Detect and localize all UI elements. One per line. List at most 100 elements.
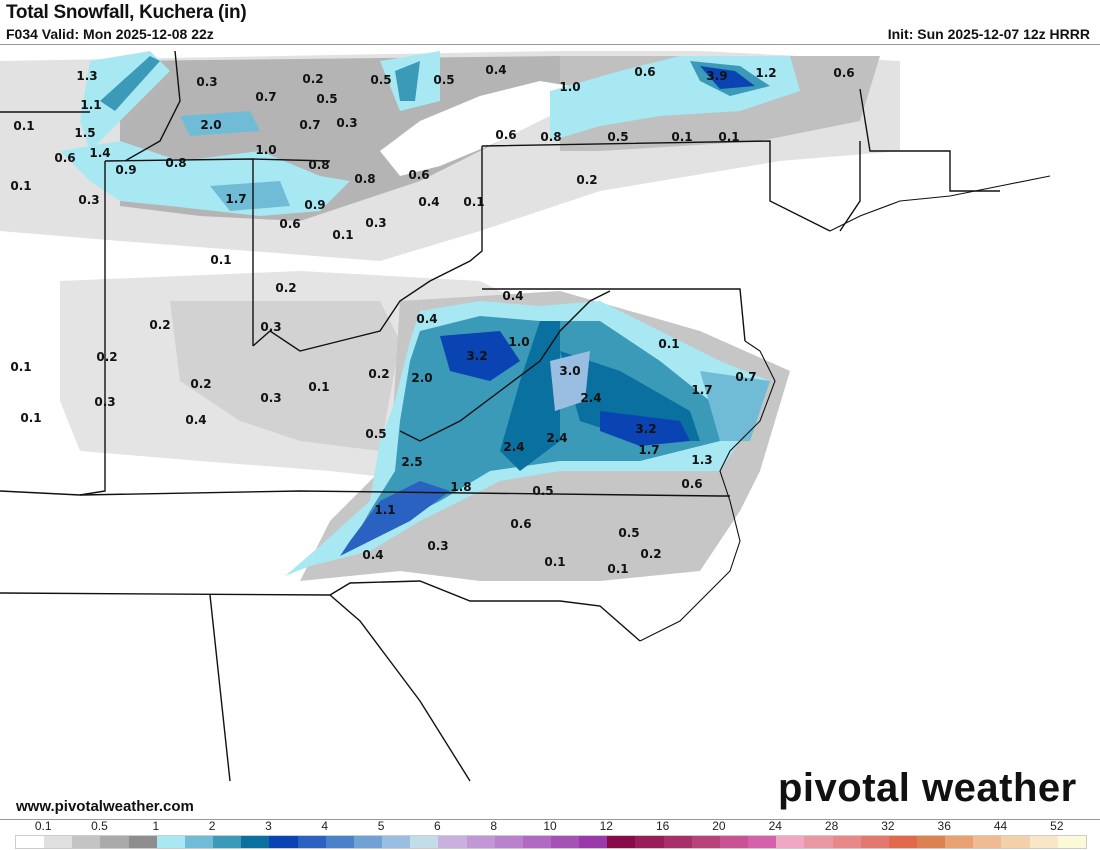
legend-swatch (691, 836, 720, 848)
legend-swatch (663, 836, 692, 848)
snowfall-value-label: 0.7 (255, 90, 276, 104)
color-scale-legend (15, 835, 1087, 849)
snowfall-value-label: 0.1 (544, 555, 565, 569)
snowfall-value-label: 3.0 (559, 364, 580, 378)
legend-swatch (945, 836, 974, 848)
snowfall-value-label: 3.2 (466, 349, 487, 363)
snowfall-value-label: 1.0 (255, 143, 276, 157)
legend-swatch (776, 836, 805, 848)
legend-swatch (184, 836, 214, 848)
snowfall-value-label: 0.3 (78, 193, 99, 207)
snowfall-value-label: 0.2 (640, 547, 661, 561)
legend-label: 44 (993, 819, 1008, 833)
init-time: Init: Sun 2025-12-07 12z HRRR (887, 26, 1090, 42)
snowfall-value-labels: 1.3 0.3 0.2 0.5 0.50.4 0.6 3.9 1.2 0.61.00.7 0.51… (10, 63, 854, 576)
legend-swatch (325, 836, 354, 848)
snowfall-value-label: 0.5 (316, 92, 337, 106)
snowfall-value-label: 0.2 (190, 377, 211, 391)
snowfall-value-label: 2.4 (580, 391, 601, 405)
snowfall-value-label: 0.1 (20, 411, 41, 425)
legend-label: 8 (490, 819, 498, 833)
legend-swatch (888, 836, 917, 848)
snowfall-value-label: 1.7 (691, 383, 712, 397)
snowfall-value-label: 0.5 (370, 73, 391, 87)
legend-swatch (466, 836, 495, 848)
snowfall-value-label: 1.0 (559, 80, 580, 94)
snowfall-value-label: 0.6 (279, 217, 300, 231)
legend-swatch (1057, 836, 1086, 848)
snowfall-value-label: 0.2 (368, 367, 389, 381)
snowfall-value-label: 0.9 (115, 163, 136, 177)
legend-label: 0.5 (91, 819, 108, 833)
snowfall-value-label: 0.3 (260, 320, 281, 334)
snowfall-value-label: 0.1 (658, 337, 679, 351)
snowfall-value-label: 0.4 (362, 548, 383, 562)
legend-label: 20 (712, 819, 726, 833)
snowfall-value-label: 0.3 (196, 75, 217, 89)
snowfall-value-label: 0.2 (149, 318, 170, 332)
legend-swatch (269, 836, 298, 848)
snowfall-value-label: 1.3 (691, 453, 712, 467)
legend-swatch (156, 836, 185, 848)
snowfall-value-label: 0.2 (275, 281, 296, 295)
snowfall-value-label: 0.6 (495, 128, 516, 142)
legend-swatch (438, 836, 467, 848)
snowfall-value-label: 0.3 (94, 395, 115, 409)
map-title: Total Snowfall, Kuchera (in) (6, 2, 247, 23)
snowfall-value-label: 0.2 (96, 350, 117, 364)
snowfall-map: 1.3 0.3 0.2 0.5 0.50.4 0.6 3.9 1.2 0.61.00.7 0.51… (0, 44, 1100, 820)
snowfall-value-label: 0.1 (607, 562, 628, 576)
snowfall-value-label: 0.1 (671, 130, 692, 144)
legend-swatch (72, 836, 101, 848)
legend-label: 16 (655, 819, 670, 833)
legend-swatch (410, 836, 439, 848)
snowfall-value-label: 0.2 (302, 72, 323, 86)
coastline (639, 175, 1051, 642)
legend-label: 6 (434, 819, 441, 833)
legend-swatch (917, 836, 946, 848)
legend-label: 4 (321, 819, 329, 833)
legend-swatch (494, 836, 523, 848)
snowfall-value-label: 0.8 (354, 172, 375, 186)
legend-swatch (241, 836, 270, 848)
valid-time: F034 Valid: Mon 2025-12-08 22z (6, 26, 214, 42)
legend-label: 3 (265, 819, 272, 833)
snowfall-value-label: 1.7 (225, 192, 246, 206)
legend-label: 32 (881, 819, 895, 833)
legend-label: 1 (152, 819, 160, 833)
snowfall-value-label: 1.1 (80, 98, 101, 112)
legend-label: 24 (768, 819, 782, 833)
snowfall-value-label: 1.4 (89, 146, 110, 160)
legend-swatch (607, 836, 636, 848)
legend-swatch (748, 836, 777, 848)
snowfall-value-label: 3.9 (706, 69, 727, 83)
snowfall-value-label: 0.3 (427, 539, 448, 553)
snowfall-value-label: 1.5 (74, 126, 95, 140)
legend-label: 5 (377, 819, 385, 833)
snowfall-value-label: 0.7 (299, 118, 320, 132)
snowfall-value-label: 1.2 (755, 66, 776, 80)
legend-swatch (44, 836, 73, 848)
snowfall-value-label: 0.6 (681, 477, 702, 491)
snowfall-value-label: 2.0 (411, 371, 432, 385)
legend-swatch (522, 836, 551, 848)
legend-swatch (100, 836, 129, 848)
snowfall-value-label: 0.4 (416, 312, 437, 326)
legend-labels: 0.10.512345681012162024283236445260 (0, 819, 1100, 833)
legend-swatch (1001, 836, 1030, 848)
snowfall-value-label: 2.4 (503, 440, 524, 454)
snowfall-value-label: 0.3 (336, 116, 357, 130)
snowfall-value-label: 0.7 (735, 370, 756, 384)
legend-swatch (635, 836, 664, 848)
snowfall-value-label: 0.1 (10, 360, 31, 374)
snowfall-value-label: 0.8 (165, 156, 186, 170)
snowfall-value-label: 1.8 (450, 480, 471, 494)
website-url: www.pivotalweather.com (16, 798, 194, 815)
snowfall-value-label: 0.4 (485, 63, 506, 77)
snowfall-value-label: 0.5 (618, 526, 639, 540)
snowfall-value-label: 0.1 (13, 119, 34, 133)
legend-swatch (353, 836, 383, 848)
legend-label: 12 (599, 819, 613, 833)
snowfall-value-label: 0.2 (576, 173, 597, 187)
snowfall-value-label: 0.6 (510, 517, 531, 531)
